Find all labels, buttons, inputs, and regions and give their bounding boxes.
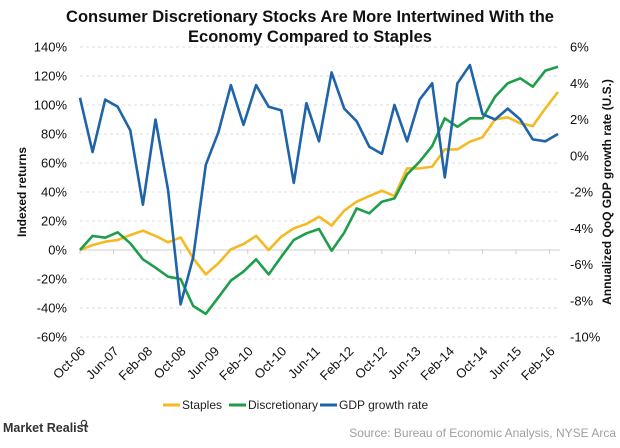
y-tick-label: 120% [34,69,68,84]
x-tick-label: Oct-06 [50,344,88,382]
source-note: Source: Bureau of Economic Analysis, NYS… [349,426,616,440]
y-tick-label: 140% [34,40,68,55]
x-tick-label: Jun-15 [485,344,524,383]
legend-label-gdp: GDP growth rate [339,398,428,412]
series-line [80,67,558,314]
y-tick-label: -20% [37,272,68,287]
y-tick-label: 100% [34,98,68,113]
y2-tick-label: 0% [570,148,589,163]
x-axis-ticks: Oct-06Jun-07Feb-08Oct-08Jun-09Feb-10Oct-… [50,250,558,383]
left-axis-ticks: -60% -40% -20% 0% 20% 40% 60% 80% 100% 120% 140% [34,40,68,345]
x-tick-label: Jun-09 [184,344,223,383]
x-tick-label: Jun-11 [285,344,323,382]
y-tick-label: 40% [41,185,67,200]
x-tick-label: Oct-10 [251,344,289,382]
y2-tick-label: -8% [570,293,594,308]
y-axis-label: Indexed returns [15,147,29,237]
y-tick-label: 60% [41,156,67,171]
y2-tick-label: 2% [570,112,589,127]
x-tick-label: Feb-10 [216,344,256,384]
x-tick-label: Oct-12 [352,344,390,382]
y-tick-label: 0% [48,243,67,258]
y-tick-label: 80% [41,127,67,142]
legend-item-staples: Staples [163,398,222,412]
x-tick-label: Jun-07 [83,344,122,383]
chart-title-line-1: Consumer Discretionary Stocks Are More I… [66,8,554,26]
y2-tick-label: -4% [570,221,594,236]
x-tick-label: Feb-14 [417,344,457,384]
y-tick-label: -40% [37,301,68,316]
legend-label-discretionary: Discretionary [248,398,318,412]
series-gdp-growth-rate [80,65,558,304]
y-tick-label: -60% [37,330,68,345]
legend-item-gdp: GDP growth rate [320,398,428,412]
y2-tick-label: -2% [570,185,594,200]
legend: Staples Discretionary GDP growth rate [163,398,428,412]
series-staples [80,92,558,274]
right-axis-ticks: -10% -8% -6% -4% -2% 0% 2% 4% 6% [570,40,601,345]
x-tick-label: Feb-16 [518,344,558,384]
legend-label-staples: Staples [182,398,222,412]
series-discretionary [80,67,558,314]
logo: Market Realist [3,421,89,435]
y2-tick-label: 6% [570,40,589,55]
y2-axis-label: Annualized QoQ GDP growth rate (U.S.) [600,79,614,305]
x-tick-label: Feb-08 [115,344,155,384]
series-line [80,65,558,304]
y-tick-label: 20% [41,214,67,229]
legend-item-discretionary: Discretionary [229,398,318,412]
chart-title-line-2: Economy Compared to Staples [188,28,432,46]
x-tick-label: Feb-12 [317,344,357,384]
x-tick-label: Jun-13 [385,344,424,383]
gridlines [80,47,560,337]
series-line [80,92,558,274]
y2-tick-label: -6% [570,257,594,272]
x-tick-label: Oct-14 [452,344,490,382]
x-tick-label: Oct-08 [151,344,189,382]
y2-tick-label: -10% [570,330,601,345]
y2-tick-label: 4% [570,76,589,91]
series-lines [80,65,558,314]
